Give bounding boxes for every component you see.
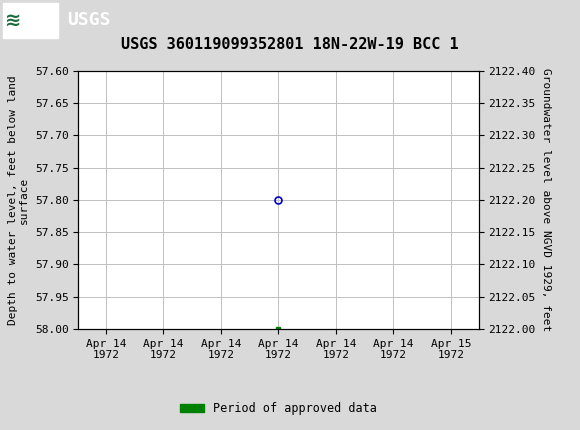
- Text: ≋: ≋: [5, 11, 21, 30]
- Text: USGS: USGS: [67, 12, 110, 29]
- Y-axis label: Depth to water level, feet below land
surface: Depth to water level, feet below land su…: [8, 75, 29, 325]
- Y-axis label: Groundwater level above NGVD 1929, feet: Groundwater level above NGVD 1929, feet: [541, 68, 551, 332]
- Legend: Period of approved data: Period of approved data: [175, 397, 382, 420]
- Text: USGS 360119099352801 18N-22W-19 BCC 1: USGS 360119099352801 18N-22W-19 BCC 1: [121, 37, 459, 52]
- FancyBboxPatch shape: [3, 3, 58, 37]
